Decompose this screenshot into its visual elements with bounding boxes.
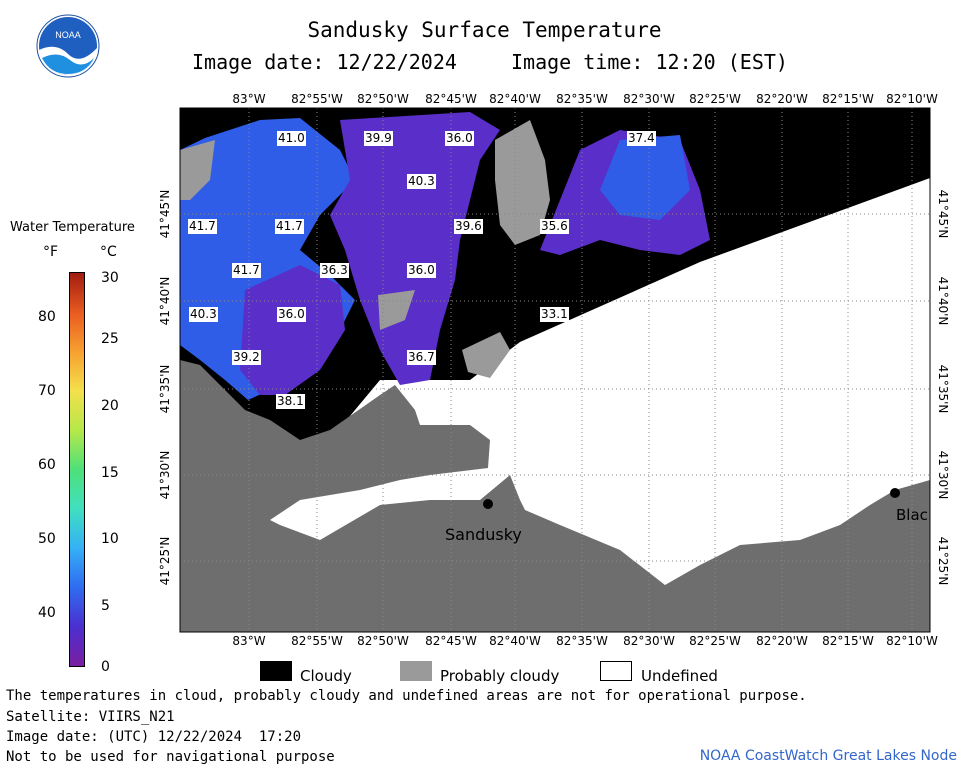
footer-navigation-note: Not to be used for navigational purpose — [6, 749, 335, 765]
tick-c-20: 20 — [101, 398, 119, 414]
noaa-logo: NOAA — [36, 14, 100, 78]
latitude-label: 41°45'N — [936, 189, 950, 239]
tick-c-10: 10 — [101, 531, 119, 547]
temperature-label: 39.9 — [364, 131, 393, 146]
probably-cloudy-area — [378, 290, 415, 330]
image-date-label: Image date: 12/22/2024 — [192, 50, 457, 74]
longitude-label: 82°30'W — [623, 92, 675, 106]
temperature-label: 39.6 — [454, 219, 483, 234]
longitude-label: 82°25'W — [689, 634, 741, 648]
longitude-label: 82°40'W — [489, 634, 541, 648]
temperature-label: 35.6 — [540, 219, 569, 234]
latitude-label: 41°25'N — [158, 536, 172, 586]
longitude-label: 82°10'W — [886, 634, 938, 648]
longitude-label: 82°25'W — [689, 92, 741, 106]
temperature-label: 41.7 — [232, 263, 261, 278]
longitude-label: 82°55'W — [291, 634, 343, 648]
cloudy-label: Cloudy — [300, 667, 352, 685]
undefined-swatch — [600, 661, 632, 681]
water-purple-area — [330, 112, 500, 385]
blac-marker — [890, 488, 900, 498]
temperature-label: 41.7 — [188, 219, 217, 234]
temperature-label: 37.4 — [627, 131, 656, 146]
water-purple-area — [240, 265, 345, 395]
latitude-label: 41°40'N — [936, 276, 950, 326]
sandusky-marker — [483, 499, 493, 509]
credit-text: NOAA CoastWatch Great Lakes Node — [699, 748, 957, 764]
longitude-label: 82°15'W — [822, 92, 874, 106]
longitude-label: 82°50'W — [357, 92, 409, 106]
longitude-label: 82°50'W — [357, 634, 409, 648]
probably-cloudy-area — [462, 332, 510, 378]
tick-c-30: 30 — [101, 270, 119, 286]
water-blue-area — [600, 135, 690, 220]
temperature-label: 36.3 — [320, 263, 349, 278]
temperature-label: 33.1 — [540, 307, 569, 322]
longitude-label: 82°15'W — [822, 634, 874, 648]
tick-c-5: 5 — [101, 598, 110, 614]
latitude-label: 41°35'N — [158, 364, 172, 414]
latitude-label: 41°45'N — [158, 189, 172, 239]
tick-f-70: 70 — [38, 383, 56, 399]
place-blac: Blac — [896, 506, 928, 524]
temperature-label: 40.3 — [407, 174, 436, 189]
longitude-label: 82°10'W — [886, 92, 938, 106]
latitude-label: 41°40'N — [158, 276, 172, 326]
longitude-label: 82°35'W — [556, 92, 608, 106]
longitude-label: 83°W — [232, 634, 266, 648]
probably-cloudy-swatch — [400, 661, 432, 681]
latitude-label: 41°25'N — [936, 536, 950, 586]
tick-f-60: 60 — [38, 457, 56, 473]
footer-satellite: Satellite: VIIRS_N21 — [6, 709, 175, 725]
probably-cloudy-area — [180, 140, 215, 200]
latitude-label: 41°35'N — [936, 364, 950, 414]
land-area — [180, 360, 930, 632]
tick-f-50: 50 — [38, 531, 56, 547]
longitude-label: 82°35'W — [556, 634, 608, 648]
longitude-label: 83°W — [232, 92, 266, 106]
footer-utc-date: Image date: (UTC) 12/22/2024 17:20 — [6, 729, 302, 745]
longitude-label: 82°40'W — [489, 92, 541, 106]
image-time-label: Image time: 12:20 (EST) — [511, 50, 788, 74]
tick-c-0: 0 — [101, 659, 110, 675]
tick-f-40: 40 — [38, 605, 56, 621]
footer-disclaimer: The temperatures in cloud, probably clou… — [6, 688, 807, 704]
unit-celsius: °C — [100, 244, 117, 260]
map-frame — [179, 107, 931, 633]
longitude-label: 82°20'W — [756, 92, 808, 106]
legend-title: Water Temperature — [10, 220, 135, 235]
map-title: Sandusky Surface Temperature — [307, 18, 662, 42]
undefined-label: Undefined — [641, 667, 718, 685]
tick-f-80: 80 — [38, 309, 56, 325]
temperature-label: 39.2 — [232, 350, 261, 365]
probably-cloudy-label: Probably cloudy — [440, 667, 560, 685]
cloudy-swatch — [260, 661, 292, 681]
longitude-label: 82°55'W — [291, 92, 343, 106]
tick-c-15: 15 — [101, 465, 119, 481]
place-sandusky: Sandusky — [445, 525, 522, 544]
temperature-label: 36.0 — [407, 263, 436, 278]
temperature-label: 41.7 — [275, 219, 304, 234]
temperature-label: 40.3 — [189, 307, 218, 322]
latitude-label: 41°30'N — [158, 450, 172, 500]
temperature-label: 36.7 — [407, 350, 436, 365]
color-bar — [69, 272, 85, 667]
logo-text: NOAA — [55, 30, 81, 40]
unit-fahrenheit: °F — [43, 244, 59, 260]
longitude-label: 82°30'W — [623, 634, 675, 648]
tick-c-25: 25 — [101, 331, 119, 347]
temperature-label: 36.0 — [277, 307, 306, 322]
latitude-label: 41°30'N — [936, 450, 950, 500]
temperature-label: 36.0 — [445, 131, 474, 146]
graticule — [180, 108, 930, 632]
temperature-label: 38.1 — [276, 394, 305, 409]
longitude-label: 82°45'W — [425, 634, 477, 648]
temperature-label: 41.0 — [277, 131, 306, 146]
longitude-label: 82°20'W — [756, 634, 808, 648]
longitude-label: 82°45'W — [425, 92, 477, 106]
